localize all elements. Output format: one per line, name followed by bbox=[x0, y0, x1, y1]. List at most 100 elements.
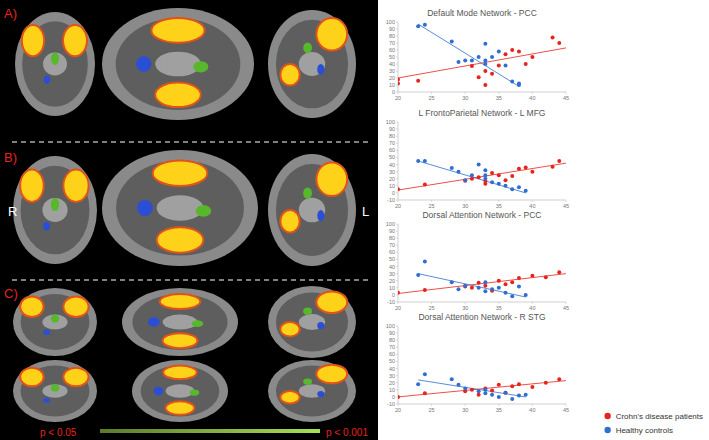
data-point bbox=[483, 62, 487, 66]
tick-mark bbox=[498, 404, 499, 406]
tick-mark bbox=[431, 92, 432, 94]
data-point bbox=[530, 55, 534, 59]
data-point bbox=[490, 171, 494, 175]
data-point bbox=[557, 270, 561, 274]
data-point bbox=[510, 280, 514, 284]
tick-mark bbox=[396, 340, 398, 341]
data-point bbox=[551, 165, 555, 169]
brain-tissue bbox=[132, 294, 227, 350]
tick-mark bbox=[396, 85, 398, 86]
brain-core bbox=[42, 315, 67, 330]
y-tick-label: 80 bbox=[389, 133, 395, 139]
activation-blob bbox=[303, 379, 312, 385]
tick-mark bbox=[532, 404, 533, 406]
data-point bbox=[423, 288, 427, 292]
data-point bbox=[456, 383, 460, 387]
x-tick-label: 20 bbox=[395, 203, 401, 209]
panel-label: C) bbox=[4, 286, 18, 301]
brain-slice bbox=[268, 360, 356, 422]
tick-mark bbox=[396, 64, 398, 65]
activation-blob bbox=[20, 170, 44, 202]
activation-blob bbox=[22, 25, 44, 56]
data-point bbox=[483, 59, 487, 63]
data-point bbox=[557, 41, 561, 45]
data-point bbox=[504, 178, 508, 182]
tick-mark bbox=[431, 302, 432, 304]
data-point bbox=[483, 280, 487, 284]
brain-tissue bbox=[21, 294, 90, 350]
activation-blob bbox=[196, 205, 212, 217]
data-point bbox=[470, 286, 474, 290]
data-point bbox=[510, 397, 514, 401]
y-tick-label: 10 bbox=[389, 183, 395, 189]
brain-tissue bbox=[116, 18, 241, 110]
panel-label: B) bbox=[4, 150, 17, 165]
activation-blob bbox=[63, 170, 88, 202]
tick-mark bbox=[396, 252, 398, 253]
activation-blob bbox=[155, 82, 201, 107]
legend-item: Crohn's disease patients bbox=[604, 412, 703, 421]
side-label: L bbox=[362, 204, 369, 219]
brain-core bbox=[43, 53, 67, 76]
data-point bbox=[470, 388, 474, 392]
activation-blob bbox=[157, 227, 204, 253]
legend-label: Crohn's disease patients bbox=[616, 412, 703, 421]
tick-mark bbox=[398, 200, 399, 202]
tick-mark bbox=[396, 361, 398, 362]
scatter-chart: L FrontoParietal Network - L MFG-1001020… bbox=[386, 108, 569, 209]
data-point bbox=[463, 386, 467, 390]
y-tick-label: 30 bbox=[389, 373, 395, 379]
y-tick-label: 100 bbox=[386, 19, 395, 25]
brain-core bbox=[163, 315, 198, 330]
x-tick-label: 35 bbox=[496, 95, 502, 101]
tick-mark bbox=[396, 259, 398, 260]
y-tick-label: 40 bbox=[389, 264, 395, 270]
tick-mark bbox=[396, 333, 398, 334]
brain-slice bbox=[268, 10, 356, 118]
data-point bbox=[530, 385, 534, 389]
x-tick-label: 25 bbox=[429, 203, 435, 209]
tick-mark bbox=[396, 245, 398, 246]
data-point bbox=[450, 166, 454, 170]
y-tick-label: 50 bbox=[389, 256, 395, 262]
tick-mark bbox=[396, 129, 398, 130]
activation-blob bbox=[303, 188, 312, 199]
y-tick-label: 40 bbox=[389, 61, 395, 67]
brain-core bbox=[42, 384, 67, 398]
data-point bbox=[497, 383, 501, 387]
tick-mark bbox=[532, 92, 533, 94]
y-tick-label: -10 bbox=[387, 197, 395, 203]
data-point bbox=[470, 173, 474, 177]
y-tick-label: 50 bbox=[389, 358, 395, 364]
y-tick-label: 20 bbox=[389, 278, 395, 284]
activation-blob bbox=[317, 391, 324, 397]
data-point bbox=[490, 72, 494, 76]
activation-blob bbox=[51, 198, 59, 211]
activation-blob bbox=[166, 401, 195, 415]
y-tick-label: 40 bbox=[389, 366, 395, 372]
trend-line bbox=[398, 274, 566, 294]
data-point bbox=[450, 377, 454, 381]
data-point bbox=[490, 287, 494, 291]
data-point bbox=[517, 185, 521, 189]
data-point bbox=[416, 273, 420, 277]
brain-slice bbox=[122, 288, 238, 356]
panel-background bbox=[0, 0, 378, 440]
tick-mark bbox=[396, 50, 398, 51]
tick-mark bbox=[396, 287, 398, 288]
y-tick-label: 10 bbox=[389, 285, 395, 291]
x-tick-label: 30 bbox=[462, 305, 468, 311]
data-point bbox=[416, 159, 420, 163]
data-point bbox=[490, 393, 494, 397]
tick-mark bbox=[498, 200, 499, 202]
data-point bbox=[423, 391, 427, 395]
data-point bbox=[504, 291, 508, 295]
legend: Crohn's disease patientsHealthy controls bbox=[604, 412, 703, 435]
tick-mark bbox=[396, 171, 398, 172]
data-point bbox=[517, 276, 521, 280]
y-tick-label: -10 bbox=[387, 299, 395, 305]
activation-blob bbox=[280, 391, 299, 403]
data-point bbox=[517, 49, 521, 53]
x-axis bbox=[398, 92, 566, 93]
y-tick-label: -10 bbox=[387, 401, 395, 407]
